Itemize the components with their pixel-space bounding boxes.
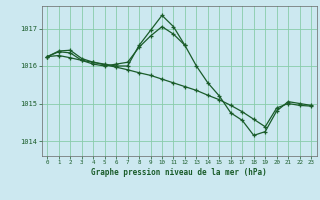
X-axis label: Graphe pression niveau de la mer (hPa): Graphe pression niveau de la mer (hPa) <box>91 168 267 177</box>
